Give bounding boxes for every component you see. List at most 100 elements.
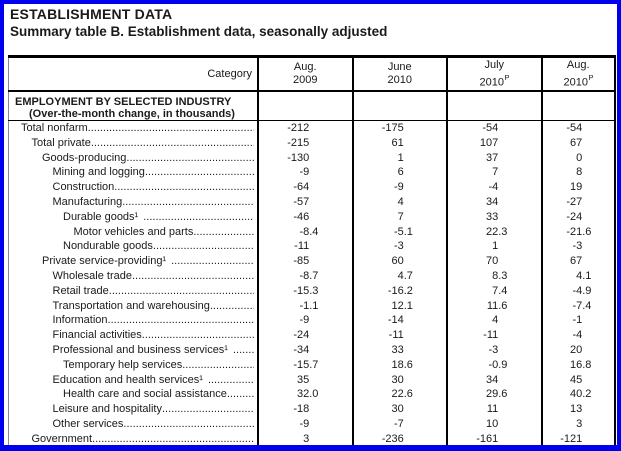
value-cell: -85 (257, 254, 352, 269)
value-integer-part: -24 (293, 329, 310, 342)
value-cell: 40.2 (540, 387, 616, 403)
value-cell: -9 (257, 313, 352, 329)
value-integer-part: -3 (572, 240, 583, 253)
section-title: EMPLOYMENT BY SELECTED INDUSTRY (15, 96, 232, 108)
value-cell: 29.6 (446, 387, 541, 403)
table-row: Total nonfarm -212 -175 -54 -54 (8, 121, 616, 136)
value-decimal-part: .1 (403, 299, 413, 312)
value-cell: 1 (446, 239, 541, 255)
value-cell: 22.6 (351, 387, 447, 403)
value-integer-part: 4 (397, 195, 404, 208)
value-cell: -11 (257, 239, 352, 255)
value-integer-part: 37 (486, 151, 499, 164)
value-cell: -3 (446, 342, 541, 358)
establishment-table: Category Aug. 2009 June 2010 July 2010P Aug. 20… (8, 55, 616, 445)
column-month: Aug. (566, 58, 590, 71)
value-cell: 16.8 (540, 357, 616, 373)
column-month: Aug. (293, 61, 317, 73)
value-decimal-part (498, 343, 540, 358)
value-decimal-part (582, 254, 614, 269)
value-cell: -64 (257, 180, 352, 195)
row-label: Nondurable goods (63, 240, 153, 253)
value-decimal-part (309, 180, 351, 195)
value-cell: -16.2 (351, 283, 447, 299)
row-label-cell: Professional and business services¹ (8, 342, 257, 358)
value-cell: 34 (446, 194, 541, 210)
value-integer-part: 107 (479, 136, 499, 149)
table-row: Health care and social assistance32.022.… (8, 387, 616, 403)
value-cell: 7.4 (446, 283, 541, 299)
value-cell: -175 (351, 121, 447, 136)
row-label: Education and health services¹ (52, 373, 203, 386)
row-label: Motor vehicles and parts (73, 225, 194, 238)
value-integer-part: -11 (483, 329, 499, 342)
value-decimal-part (498, 210, 540, 225)
value-cell: 4.7 (351, 268, 447, 284)
value-decimal-part: .6 (498, 299, 508, 312)
row-label-cell: Other services (8, 416, 257, 432)
value-decimal-part (582, 136, 614, 151)
value-integer-part: -14 (387, 314, 404, 327)
value-cell: -46 (257, 209, 352, 225)
value-integer-part: 33 (486, 210, 499, 223)
value-integer-part: 35 (297, 373, 310, 386)
value-decimal-part (309, 165, 351, 180)
value-integer-part: -9 (299, 314, 310, 327)
value-integer-part: -7 (393, 417, 404, 430)
value-decimal-part (309, 195, 351, 210)
value-cell: 33 (446, 209, 541, 225)
value-integer-part: -9 (299, 166, 310, 179)
value-integer-part: 4 (576, 269, 583, 282)
dot-leader (88, 121, 254, 136)
empty-cell (446, 92, 541, 120)
value-decimal-part: .6 (582, 225, 592, 238)
value-integer-part: -54 (566, 122, 583, 134)
row-label-cell: Temporary help services (8, 357, 257, 373)
value-decimal-part (582, 210, 614, 225)
dot-leader (182, 358, 254, 373)
value-integer-part: -4 (572, 284, 583, 297)
value-integer-part: -16 (387, 284, 404, 297)
value-integer-part: -5 (393, 225, 404, 238)
column-header-1: June 2010 (351, 58, 447, 90)
row-label: Private service-providing¹ (42, 255, 167, 268)
section-subtitle: (Over-the-month change, in thousands) (29, 108, 235, 120)
value-integer-part: 70 (486, 255, 499, 268)
value-integer-part: -212 (287, 122, 310, 134)
value-cell: -8.7 (257, 268, 352, 284)
value-decimal-part: .2 (582, 388, 592, 401)
table-row: Government 3 -236 -161 -121 (8, 431, 616, 445)
value-cell: 67 (540, 254, 616, 269)
value-integer-part: 19 (570, 181, 583, 194)
value-cell: 33 (351, 342, 447, 358)
value-decimal-part: .4 (498, 284, 508, 297)
row-label: Information (52, 314, 108, 327)
value-decimal-part: .9 (498, 358, 508, 371)
value-integer-part: 7 (492, 166, 499, 179)
value-decimal-part: .4 (309, 225, 319, 238)
value-integer-part: 30 (391, 373, 404, 386)
value-integer-part: 20 (570, 343, 583, 356)
row-label-cell: Private service-providing¹ (8, 254, 257, 269)
value-cell: 7 (446, 165, 541, 181)
value-integer-part: -64 (293, 181, 310, 194)
value-cell: -130 (257, 150, 352, 166)
value-integer-part: -18 (293, 403, 310, 416)
value-cell: 0 (540, 150, 616, 166)
value-cell: 4 (446, 313, 541, 329)
value-integer-part: -24 (566, 210, 583, 223)
value-integer-part: -8 (299, 269, 310, 282)
value-cell: -0.9 (446, 357, 541, 373)
value-integer-part: 7 (397, 210, 404, 223)
page-header: ESTABLISHMENT DATA Summary table B. Esta… (10, 6, 387, 40)
row-label: Transportation and warehousing (52, 299, 210, 312)
column-header-3: Aug. 2010P (540, 58, 616, 90)
table-row: Education and health services¹ 35 30 34 45 (8, 372, 616, 388)
value-cell: -57 (257, 194, 352, 210)
value-cell: 45 (540, 372, 616, 388)
row-label-cell: Government (8, 431, 257, 445)
value-decimal-part (582, 417, 614, 432)
value-cell: -24 (257, 328, 352, 343)
value-cell: -14 (351, 313, 447, 329)
value-cell: 35 (257, 372, 352, 388)
